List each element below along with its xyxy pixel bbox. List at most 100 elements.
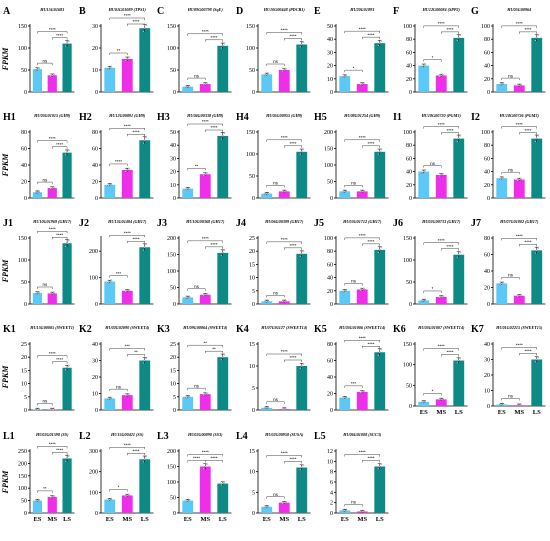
gene-title: HU13G01484 (GH17) <box>107 219 147 224</box>
significance-bracket <box>344 69 363 73</box>
significance-bracket <box>266 401 284 404</box>
significance-bracket <box>52 237 68 240</box>
significance-bracket <box>344 237 380 240</box>
y-tick-label: 150 <box>167 24 176 30</box>
bar-ms <box>47 293 57 304</box>
significance-bracket <box>37 403 53 406</box>
gene-title: HU02G00958 (SUSA) <box>264 432 304 437</box>
panel-letter: L3 <box>157 431 169 442</box>
replicate-point <box>519 404 522 407</box>
significance-bracket <box>266 496 284 499</box>
significance-label: **** <box>437 344 444 349</box>
replicate-point <box>108 280 111 283</box>
y-tick-label: 150 <box>403 342 412 348</box>
gene-title: HU10G01969 (GH17) <box>32 219 72 224</box>
x-tick-label: MS <box>200 516 210 523</box>
significance-bracket <box>126 354 145 357</box>
replicate-point <box>106 398 109 400</box>
y-tick-label: 100 <box>246 46 255 52</box>
significance-bracket <box>37 140 68 143</box>
replicate-point <box>535 249 538 252</box>
y-tick-label: 12 <box>327 449 333 455</box>
y-tick-label: 80 <box>327 342 333 348</box>
replicate-point <box>220 254 223 257</box>
y-tick-label: 0 <box>95 302 98 308</box>
y-tick-label: 10 <box>249 276 255 282</box>
y-tick-label: 50 <box>170 130 176 136</box>
bar-es <box>339 290 351 304</box>
replicate-point <box>423 63 426 66</box>
bar-ls <box>62 152 72 198</box>
replicate-point <box>49 75 52 77</box>
replicate-point <box>342 290 345 293</box>
significance-bracket <box>126 453 145 456</box>
replicate-point <box>284 408 287 410</box>
bar-es <box>182 188 194 198</box>
significance-label: ns <box>194 383 200 388</box>
replicate-point <box>438 175 441 177</box>
significance-bracket <box>126 23 145 26</box>
panel-l1: L1 HU02G01598 (SS) FPKM 0 50 100 150 200 250 ES MS… <box>1 431 75 523</box>
replicate-point <box>499 83 502 86</box>
significance-label: ns <box>508 167 514 172</box>
replicate-point <box>266 192 269 195</box>
y-tick-label: 60 <box>327 359 333 365</box>
replicate-point <box>458 34 461 37</box>
replicate-point <box>66 457 68 460</box>
gene-title: HU03G01007 (SWEET14) <box>417 325 465 330</box>
x-tick-label: MS <box>47 516 57 523</box>
replicate-point <box>202 174 205 177</box>
significance-label: ** <box>134 350 138 355</box>
bar-es <box>496 84 508 92</box>
replicate-point <box>377 251 380 254</box>
panel-l5: L5 HU06G01008 (SUC3) 0 2 4 6 8 10 12 ES MS LS ns ****… <box>314 431 389 523</box>
replicate-point <box>342 397 345 400</box>
y-tick-label: 50 <box>170 286 176 292</box>
replicate-point <box>125 169 128 171</box>
replicate-point <box>185 500 188 503</box>
replicate-point <box>36 499 39 502</box>
y-tick-label: 10 <box>327 77 333 83</box>
bar-es <box>339 510 351 513</box>
replicate-point <box>500 177 503 180</box>
gene-title: HU02G01598 (SS) <box>35 432 69 437</box>
y-tick-label: 0 <box>487 196 490 202</box>
significance-bracket <box>266 32 302 35</box>
gene-title: HU15G00421 (SS) <box>110 432 144 437</box>
replicate-point <box>185 86 188 88</box>
significance-label: ns <box>194 284 200 289</box>
significance-bracket <box>362 460 380 463</box>
replicate-point <box>127 393 130 396</box>
panel-letter: J2 <box>79 218 89 229</box>
panel-letter: J7 <box>471 218 481 229</box>
y-tick-label: 60 <box>484 253 490 259</box>
replicate-point <box>205 172 208 174</box>
significance-bracket <box>37 286 53 289</box>
replicate-point <box>362 190 365 192</box>
y-tick-label: 4 <box>330 490 333 496</box>
replicate-point <box>64 154 67 156</box>
y-tick-label: 80 <box>21 130 27 136</box>
y-tick-label: 0 <box>173 511 176 517</box>
panel-letter: K2 <box>79 324 92 335</box>
replicate-point <box>284 300 287 303</box>
significance-bracket <box>344 385 363 388</box>
replicate-point <box>343 396 346 399</box>
significance-bracket <box>37 231 68 234</box>
significance-label: **** <box>114 159 121 164</box>
replicate-point <box>345 190 348 192</box>
replicate-point <box>263 300 266 303</box>
replicate-point <box>441 73 444 76</box>
gene-title: HU05G00955 (GH9) <box>265 113 303 118</box>
y-tick-label: 30 <box>92 359 98 365</box>
panel-j7: J7 HU07G01802 (GH17) 0 20 40 60 80 ns ******** <box>471 218 546 308</box>
significance-bracket <box>423 242 459 245</box>
significance-label: ** <box>116 48 120 53</box>
significance-label: **** <box>289 457 296 462</box>
significance-bracket <box>52 452 68 455</box>
replicate-point <box>38 499 40 501</box>
y-tick-label: 0 <box>487 404 490 410</box>
significance-label: ns <box>273 181 279 186</box>
replicate-point <box>516 404 519 407</box>
